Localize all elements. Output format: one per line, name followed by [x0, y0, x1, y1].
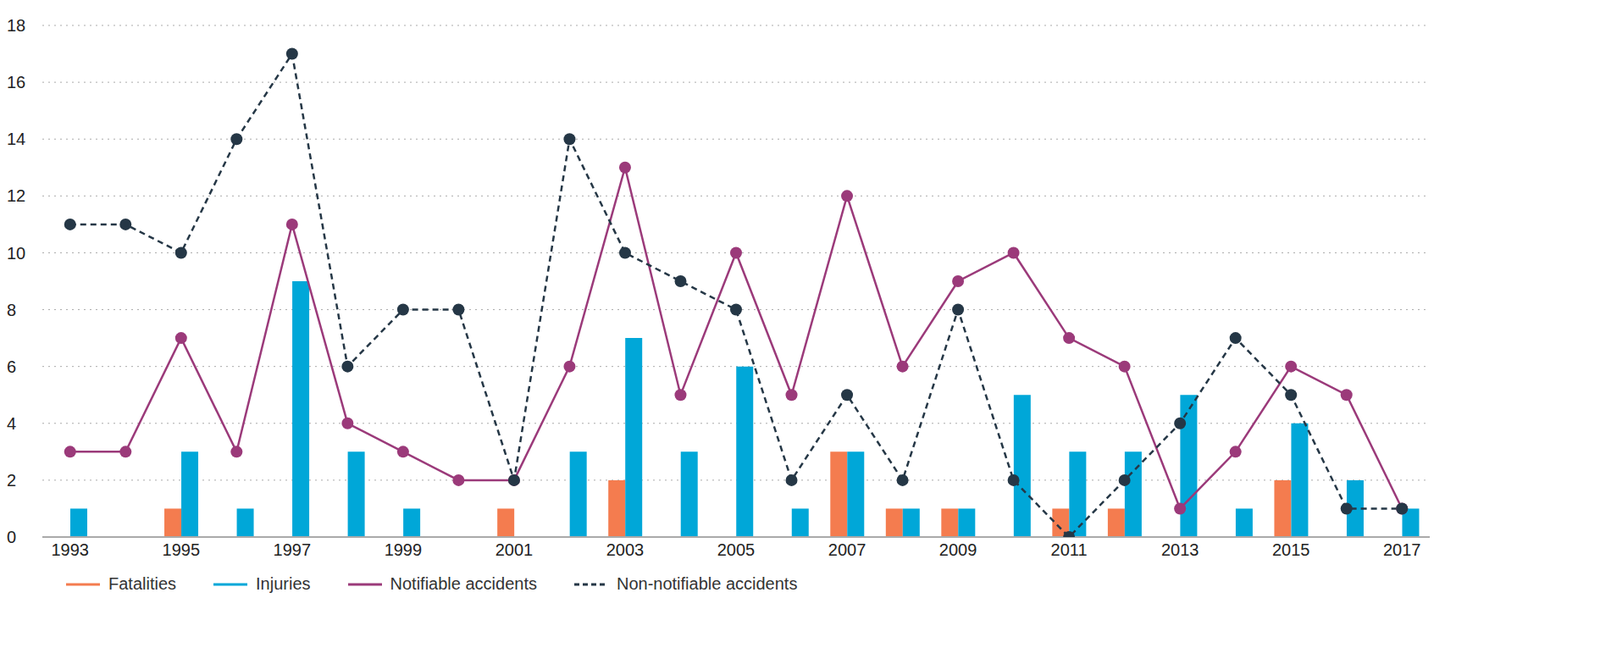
svg-text:2001: 2001: [495, 540, 534, 560]
svg-text:2003: 2003: [606, 540, 645, 560]
svg-text:4: 4: [6, 414, 17, 433]
svg-text:2015: 2015: [1272, 540, 1311, 560]
svg-text:2013: 2013: [1161, 540, 1200, 560]
svg-text:2017: 2017: [1383, 540, 1422, 560]
svg-text:16: 16: [6, 72, 26, 92]
svg-text:1995: 1995: [162, 540, 201, 560]
svg-text:2007: 2007: [828, 540, 867, 560]
svg-text:10: 10: [6, 243, 26, 263]
svg-text:2005: 2005: [717, 540, 756, 560]
svg-text:2011: 2011: [1051, 540, 1088, 560]
svg-text:18: 18: [6, 16, 26, 35]
svg-text:6: 6: [6, 357, 17, 377]
svg-text:1997: 1997: [273, 540, 312, 560]
svg-text:0: 0: [6, 527, 17, 547]
svg-text:2: 2: [6, 470, 17, 490]
svg-text:14: 14: [6, 129, 26, 149]
svg-text:12: 12: [6, 186, 26, 205]
html-text:Fatalities: Fatalities: [108, 574, 177, 593]
svg-text:1999: 1999: [384, 540, 423, 560]
svg-text:2009: 2009: [939, 540, 978, 560]
svg-text:8: 8: [6, 300, 17, 320]
html-text:Non-notifiable accidents: Non-notifiable accidents: [616, 574, 798, 593]
html-text:Injuries: Injuries: [255, 574, 311, 593]
html-text:Notifiable accidents: Notifiable accidents: [390, 574, 538, 593]
svg-text:1993: 1993: [51, 540, 90, 560]
